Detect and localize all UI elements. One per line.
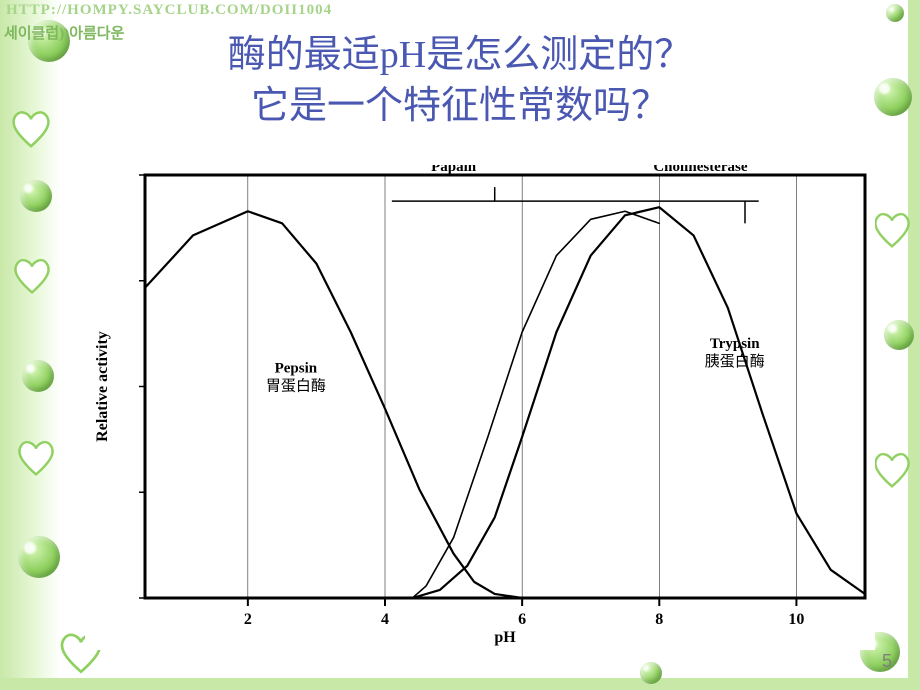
svg-text:胃蛋白酶: 胃蛋白酶 <box>266 377 326 394</box>
slide: HTTP://HOMPY.SAYCLUB.COM/DOII1004 세이클럽))… <box>0 0 920 690</box>
page-number: 5 <box>882 651 892 672</box>
svg-text:10: 10 <box>788 611 804 628</box>
bubble-icon <box>18 536 60 578</box>
bubble-icon <box>884 320 914 350</box>
decor-border-bottom <box>0 678 920 690</box>
heart-icon <box>870 450 914 490</box>
heart-icon <box>14 438 58 478</box>
svg-text:2: 2 <box>244 611 252 628</box>
slide-title: 酶的最适pH是怎么测定的？ 它是一个特征性常数吗？ <box>0 30 920 133</box>
svg-text:pH: pH <box>494 629 516 646</box>
svg-text:Trypsin: Trypsin <box>710 336 760 352</box>
bubble-icon <box>886 4 904 22</box>
title-line1: 酶的最适pH是怎么测定的？ <box>228 34 692 76</box>
svg-text:Relative activity: Relative activity <box>94 331 111 442</box>
svg-text:Cholinesterase: Cholinesterase <box>653 165 747 175</box>
decor-url-text: HTTP://HOMPY.SAYCLUB.COM/DOII1004 <box>6 2 332 19</box>
svg-text:胰蛋白酶: 胰蛋白酶 <box>705 353 765 370</box>
bubble-icon <box>640 662 662 684</box>
chart-container: 246810pHRelative activityPepsin胃蛋白酶木瓜蛋白酶… <box>85 165 875 650</box>
title-line2: 它是一个特征性常数吗？ <box>251 85 669 127</box>
bubble-icon <box>22 360 54 392</box>
svg-text:Pepsin: Pepsin <box>275 360 318 376</box>
heart-icon <box>10 256 54 296</box>
svg-text:Papain: Papain <box>431 165 477 175</box>
svg-text:6: 6 <box>518 611 526 628</box>
heart-icon <box>870 210 914 250</box>
svg-text:4: 4 <box>381 611 389 628</box>
svg-text:8: 8 <box>655 611 663 628</box>
bubble-icon <box>20 180 52 212</box>
enzyme-ph-chart: 246810pHRelative activityPepsin胃蛋白酶木瓜蛋白酶… <box>85 165 875 650</box>
